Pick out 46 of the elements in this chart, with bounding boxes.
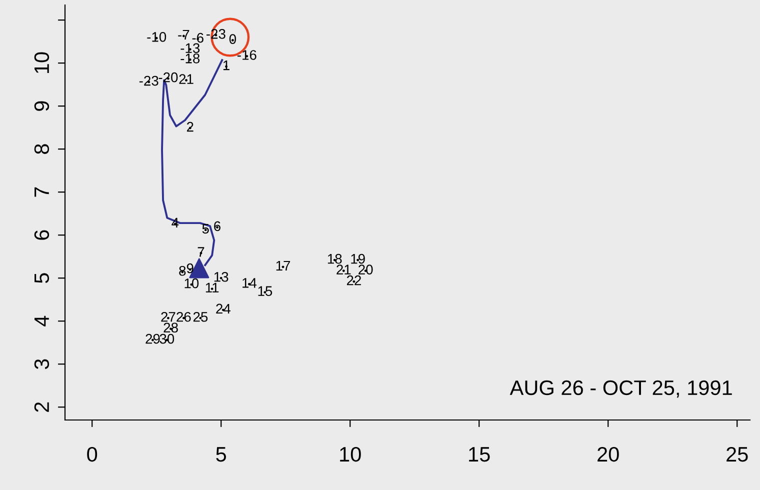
y-tick-label: 3 <box>34 359 50 370</box>
annotation: 25 <box>193 312 208 322</box>
x-tick-label: 25 <box>726 446 748 462</box>
annotation: 21 <box>179 74 194 84</box>
annotation: -18 <box>180 54 200 64</box>
y-tick-label: 5 <box>34 273 50 284</box>
x-tick-label: 20 <box>598 446 619 462</box>
annotation: 15 <box>258 286 272 296</box>
annotation: 10 <box>184 278 199 288</box>
annotation: -7 <box>178 30 190 40</box>
annotation: 14 <box>242 278 257 288</box>
annotation: 27 <box>161 312 176 322</box>
annotation: 24 <box>216 304 230 314</box>
x-tick-label: 0 <box>87 446 98 462</box>
y-tick-label: 6 <box>34 230 50 240</box>
annotation: 17 <box>276 260 290 270</box>
annotation: 26 <box>176 312 191 322</box>
annotation: 5 <box>202 224 209 234</box>
annotation: 21 <box>336 264 351 274</box>
y-tick-label: 4 <box>34 316 49 326</box>
y-tick-label: 2 <box>34 402 49 412</box>
annotation: -13 <box>180 43 200 54</box>
x-tick-label: 10 <box>340 446 361 462</box>
annotation: 28 <box>164 322 178 333</box>
annotation: -20 <box>158 72 178 82</box>
annotation: 6 <box>214 221 220 232</box>
annotation: 11 <box>206 282 219 292</box>
y-tick-label: 8 <box>34 144 50 154</box>
annotation: 13 <box>214 272 228 282</box>
annotation: 9 <box>186 263 194 274</box>
annotation: AUG 26 - OCT 25, 1991 <box>510 380 732 398</box>
y-tick-label: 7 <box>34 187 49 197</box>
y-tick-label: 10 <box>34 52 50 74</box>
annotation: 30 <box>160 334 174 344</box>
annotation: 20 <box>358 264 373 274</box>
annotation: 8 <box>179 266 186 276</box>
annotation: -10 <box>147 32 166 42</box>
annotation: 0 <box>229 34 236 44</box>
x-tick-label: 5 <box>216 447 226 462</box>
annotation: 22 <box>346 275 361 286</box>
y-tick-label: 9 <box>34 101 50 111</box>
x-tick-label: 15 <box>469 447 490 462</box>
annotation: 29 <box>146 334 160 344</box>
annotation: 19 <box>351 254 365 264</box>
annotation: -23 <box>139 76 158 86</box>
annotation: 18 <box>328 254 342 264</box>
